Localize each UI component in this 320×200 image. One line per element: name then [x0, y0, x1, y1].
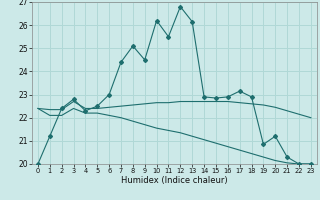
X-axis label: Humidex (Indice chaleur): Humidex (Indice chaleur)	[121, 176, 228, 185]
